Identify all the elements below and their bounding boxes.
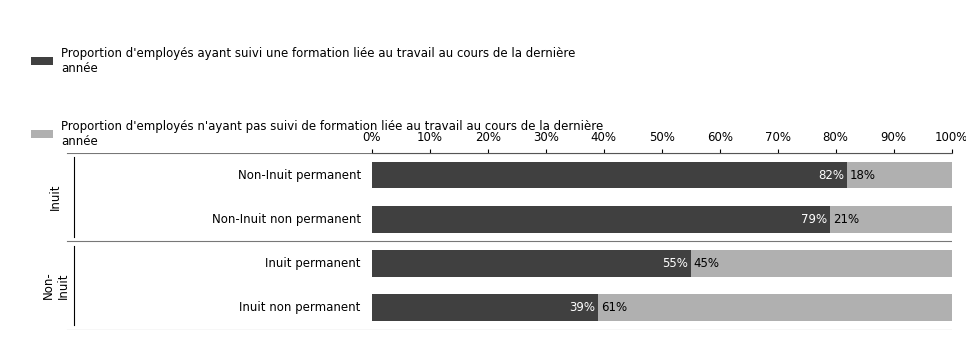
- Text: 45%: 45%: [694, 257, 720, 270]
- Bar: [372, 250, 691, 277]
- Text: 18%: 18%: [850, 169, 876, 182]
- Text: 61%: 61%: [601, 301, 627, 314]
- Text: Non-
Inuit: Non- Inuit: [42, 272, 70, 300]
- Text: Inuit non permanent: Inuit non permanent: [240, 301, 360, 314]
- Text: Proportion d'employés ayant suivi une formation liée au travail au cours de la d: Proportion d'employés ayant suivi une fo…: [62, 47, 576, 75]
- Text: Inuit permanent: Inuit permanent: [266, 257, 360, 270]
- Bar: [847, 162, 952, 188]
- Text: 39%: 39%: [569, 301, 595, 314]
- Text: 82%: 82%: [818, 169, 844, 182]
- Bar: [598, 294, 952, 321]
- Bar: [372, 294, 598, 321]
- Bar: [372, 206, 830, 233]
- Bar: [31, 57, 53, 65]
- Text: 55%: 55%: [662, 257, 688, 270]
- Bar: [372, 162, 847, 188]
- Text: 79%: 79%: [801, 213, 827, 226]
- Bar: [830, 206, 952, 233]
- Text: 21%: 21%: [833, 213, 859, 226]
- Text: Non-Inuit non permanent: Non-Inuit non permanent: [212, 213, 360, 226]
- Bar: [31, 131, 53, 138]
- Bar: [691, 250, 952, 277]
- Text: Non-Inuit permanent: Non-Inuit permanent: [238, 169, 360, 182]
- Text: Proportion d'employés n'ayant pas suivi de formation liée au travail au cours de: Proportion d'employés n'ayant pas suivi …: [62, 120, 604, 149]
- Text: Inuit: Inuit: [49, 184, 62, 210]
